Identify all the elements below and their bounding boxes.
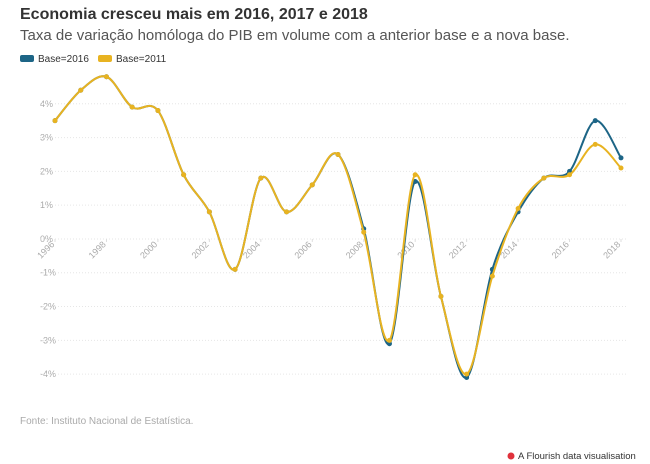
legend-swatch [20, 55, 34, 62]
data-point [541, 175, 547, 181]
data-point [618, 165, 624, 171]
data-point [78, 87, 84, 93]
data-point [412, 172, 418, 178]
data-point [361, 229, 367, 235]
data-point [103, 74, 109, 80]
data-point [618, 155, 624, 161]
source: Fonte: Instituto Nacional de Estatística… [20, 416, 193, 427]
x-tick-label: 2018 [601, 239, 622, 260]
series-line [54, 75, 622, 376]
series-line [54, 75, 622, 379]
x-tick-label: 2016 [550, 239, 571, 260]
x-tick-label: 2000 [138, 239, 159, 260]
data-point [52, 118, 58, 124]
y-tick-label: -4% [40, 369, 56, 379]
y-tick-label: -3% [40, 335, 56, 345]
legend-label: Base=2011 [116, 54, 167, 65]
x-tick-label: 1996 [35, 239, 56, 260]
data-point [232, 266, 238, 272]
x-tick-label: 1998 [87, 239, 108, 260]
data-point [567, 172, 573, 178]
data-point [438, 293, 444, 299]
x-tick-label: 2006 [292, 239, 313, 260]
legend-label: Base=2016 [38, 54, 89, 65]
chart-title: Economia cresceu mais em 2016, 2017 e 20… [20, 6, 368, 23]
y-tick-label: -1% [40, 268, 56, 278]
data-point [155, 108, 161, 114]
credit[interactable]: A Flourish data visualisation [518, 451, 636, 462]
data-point [515, 206, 521, 212]
data-point [181, 172, 187, 178]
data-point [129, 104, 135, 110]
data-point [335, 151, 341, 157]
data-point [258, 175, 264, 181]
data-point [386, 337, 392, 343]
y-tick-label: -2% [40, 302, 56, 312]
data-point [464, 371, 470, 377]
data-point [592, 141, 598, 147]
x-tick-label: 2012 [447, 239, 468, 260]
legend-swatch [98, 55, 112, 62]
data-point [284, 209, 290, 215]
data-point [489, 273, 495, 279]
data-point [309, 182, 315, 188]
data-point [592, 118, 598, 124]
flourish-icon [507, 452, 515, 460]
x-tick-label: 2010 [395, 239, 416, 260]
chart-subtitle: Taxa de variação homóloga do PIB em volu… [20, 27, 570, 44]
data-point [206, 209, 212, 215]
x-tick-label: 2002 [190, 239, 211, 260]
x-tick-label: 2008 [344, 239, 365, 260]
